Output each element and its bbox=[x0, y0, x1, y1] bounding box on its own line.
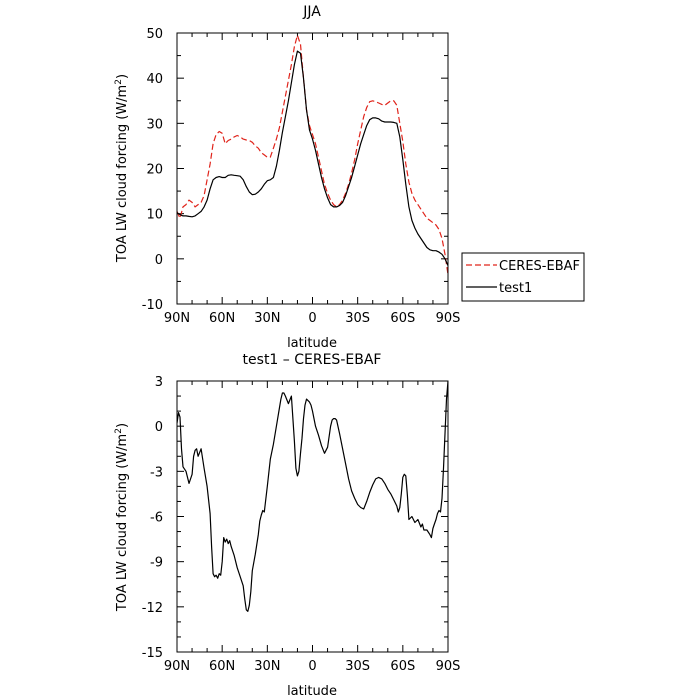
top-series-line-ceres-ebaf bbox=[177, 34, 448, 275]
bottom-x-tick-label: 60S bbox=[390, 659, 415, 674]
bottom-chart-title: test1 – CERES-EBAF bbox=[243, 352, 382, 368]
bottom-tick-labels: 90N 60N 30N 0 30S 60S 90S -15 -12 -9 -6 -3 0 3 bbox=[142, 375, 461, 674]
top-y-axis-label: TOA LW cloud forcing (W/m2) bbox=[114, 74, 130, 263]
bottom-series-lines bbox=[177, 381, 448, 613]
bottom-y-tick-label: -9 bbox=[150, 556, 163, 571]
top-x-axis-label: latitude bbox=[287, 336, 337, 351]
top-y-tick-label: 30 bbox=[146, 117, 163, 132]
bottom-x-tick-label: 30S bbox=[345, 659, 370, 674]
top-x-tick-label: 60N bbox=[209, 311, 235, 326]
bottom-y-tick-label: -15 bbox=[142, 646, 163, 661]
top-series-lines bbox=[177, 34, 448, 275]
bottom-y-tick-label: -6 bbox=[150, 511, 163, 526]
bottom-y-tick-label: -3 bbox=[150, 465, 163, 480]
bottom-x-tick-label: 90S bbox=[436, 659, 461, 674]
top-chart-title: JJA bbox=[302, 4, 321, 20]
legend-label-ceres: CERES-EBAF bbox=[499, 259, 580, 274]
top-y-tick-label: -10 bbox=[142, 298, 163, 313]
top-x-tick-label: 90N bbox=[164, 311, 190, 326]
bottom-x-axis-label: latitude bbox=[287, 684, 337, 699]
bottom-y-tick-label: 3 bbox=[155, 375, 163, 390]
bottom-x-tick-label: 0 bbox=[308, 659, 316, 674]
legend-label-test1: test1 bbox=[499, 281, 532, 296]
top-panel: JJA TOA LW cloud forcing (W/m2) latitude… bbox=[114, 4, 585, 351]
bottom-series-line-difference bbox=[177, 381, 448, 613]
bottom-y-tick-label: 0 bbox=[155, 420, 163, 435]
bottom-x-tick-label: 30N bbox=[254, 659, 280, 674]
top-plot-frame bbox=[176, 32, 449, 305]
bottom-x-tick-label: 60N bbox=[209, 659, 235, 674]
bottom-axis-ticks bbox=[176, 380, 449, 653]
bottom-plot-frame bbox=[176, 380, 449, 653]
top-y-tick-label: 40 bbox=[146, 72, 163, 87]
top-y-tick-label: 20 bbox=[146, 163, 163, 178]
top-x-tick-label: 90S bbox=[436, 311, 461, 326]
top-y-tick-label: 0 bbox=[155, 253, 163, 268]
legend-box bbox=[461, 252, 585, 302]
bottom-panel: test1 – CERES-EBAF TOA LW cloud forcing … bbox=[114, 352, 460, 699]
top-x-tick-label: 30S bbox=[345, 311, 370, 326]
top-y-tick-label: 10 bbox=[146, 208, 163, 223]
top-x-tick-label: 60S bbox=[390, 311, 415, 326]
top-y-tick-label: 50 bbox=[146, 27, 163, 42]
bottom-x-tick-label: 90N bbox=[164, 659, 190, 674]
top-x-tick-label: 0 bbox=[308, 311, 316, 326]
top-series-line-test1 bbox=[177, 50, 448, 266]
bottom-y-tick-label: -12 bbox=[142, 601, 163, 616]
bottom-y-axis-label: TOA LW cloud forcing (W/m2) bbox=[114, 423, 130, 612]
legend: CERES-EBAF test1 bbox=[461, 252, 585, 302]
top-axis-ticks bbox=[176, 32, 449, 305]
top-tick-labels: 90N 60N 30N 0 30S 60S 90S -10 0 10 20 30 40 50 bbox=[142, 27, 461, 326]
top-x-tick-label: 30N bbox=[254, 311, 280, 326]
